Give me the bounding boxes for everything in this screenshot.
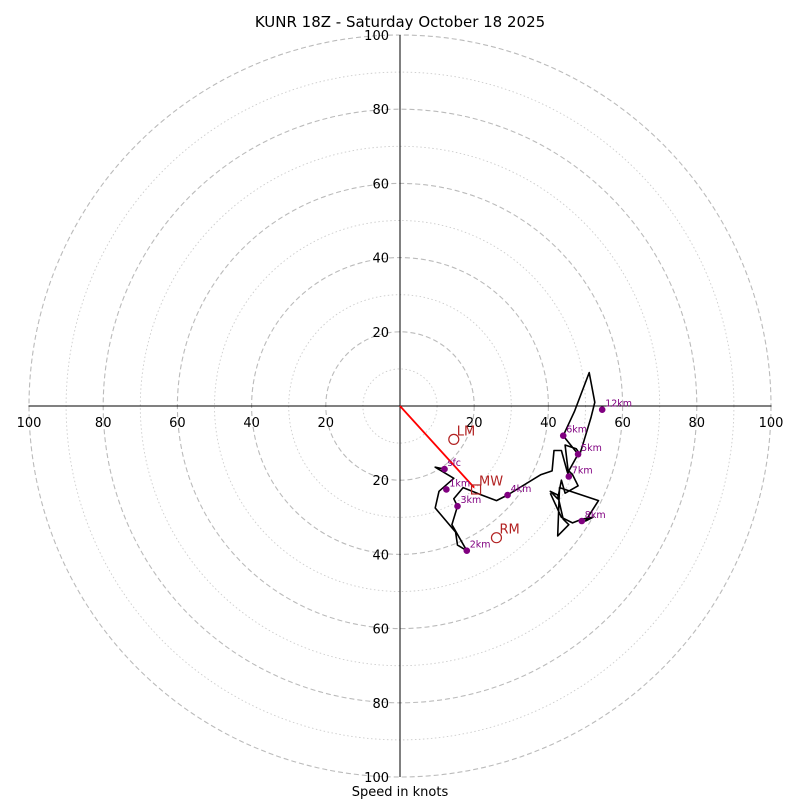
y-tick-label: 60 [372, 177, 389, 192]
y-tick-label: 60 [372, 623, 389, 638]
x-tick-label: 20 [466, 416, 483, 431]
height-marker-label: 1km [449, 478, 470, 489]
height-marker-dot [463, 547, 471, 554]
height-marker-dot [559, 432, 567, 439]
y-tick-label: 100 [364, 29, 389, 44]
height-marker-dot [598, 406, 606, 414]
height-marker-dot [443, 486, 450, 493]
storm-motion-vector [399, 405, 475, 489]
height-marker-dot [441, 465, 448, 473]
wind-trace-line [434, 371, 600, 552]
height-marker-dot [578, 517, 586, 525]
height-marker-dot [504, 491, 511, 499]
y-tick-label: 40 [372, 252, 389, 267]
storm-motion-markers: LM RM MW [448, 424, 520, 544]
tick-labels: 100 80 60 40 20 20 40 60 80 100 20 40 60 80 100 20 40 60 8… [17, 29, 784, 786]
y-tick-label: 20 [372, 474, 389, 489]
x-tick-label: 60 [614, 416, 631, 431]
storm-motion-marker [448, 433, 460, 445]
y-tick-label: 40 [372, 548, 389, 563]
height-marker-label: 3km [461, 495, 482, 506]
chart-title: KUNR 18Z - Saturday October 18 2025 [255, 13, 545, 31]
storm-motion-label: LM [457, 424, 475, 439]
height-marker-label: 12km [605, 399, 632, 410]
height-markers: sfc 1km 3km 2km 4km 5km 6km 7km 8km 12km [441, 399, 632, 554]
y-tick-label: 20 [372, 326, 389, 341]
x-tick-label: 100 [17, 416, 42, 431]
height-marker-label: 6km [566, 425, 587, 436]
height-marker-label: 5km [581, 443, 602, 454]
x-tick-label: 60 [169, 416, 186, 431]
storm-motion-marker [490, 532, 503, 544]
x-axis-label: Speed in knots [352, 785, 449, 800]
x-tick-label: 80 [95, 416, 112, 431]
x-tick-label: 100 [759, 416, 784, 431]
y-tick-label: 80 [372, 697, 389, 712]
height-marker-label: 8km [585, 510, 606, 521]
height-marker-label: sfc [448, 458, 462, 469]
hodograph-trace [434, 371, 600, 552]
mean-wind-marker [470, 484, 482, 495]
height-marker-dot [574, 450, 582, 458]
y-tick-label: 100 [364, 771, 389, 786]
height-marker-dot [454, 502, 461, 510]
height-marker-dot [565, 473, 573, 480]
x-tick-label: 20 [318, 416, 335, 431]
x-tick-label: 40 [540, 416, 557, 431]
height-marker-label: 7km [572, 465, 593, 476]
x-tick-label: 40 [243, 416, 260, 431]
motion-vector-line [399, 405, 475, 489]
storm-motion-label: RM [499, 523, 519, 538]
x-tick-label: 80 [689, 416, 706, 431]
height-marker-label: 4km [511, 484, 532, 495]
height-marker-label: 2km [470, 540, 491, 551]
storm-motion-label: MW [479, 474, 503, 489]
y-tick-label: 80 [372, 103, 389, 118]
